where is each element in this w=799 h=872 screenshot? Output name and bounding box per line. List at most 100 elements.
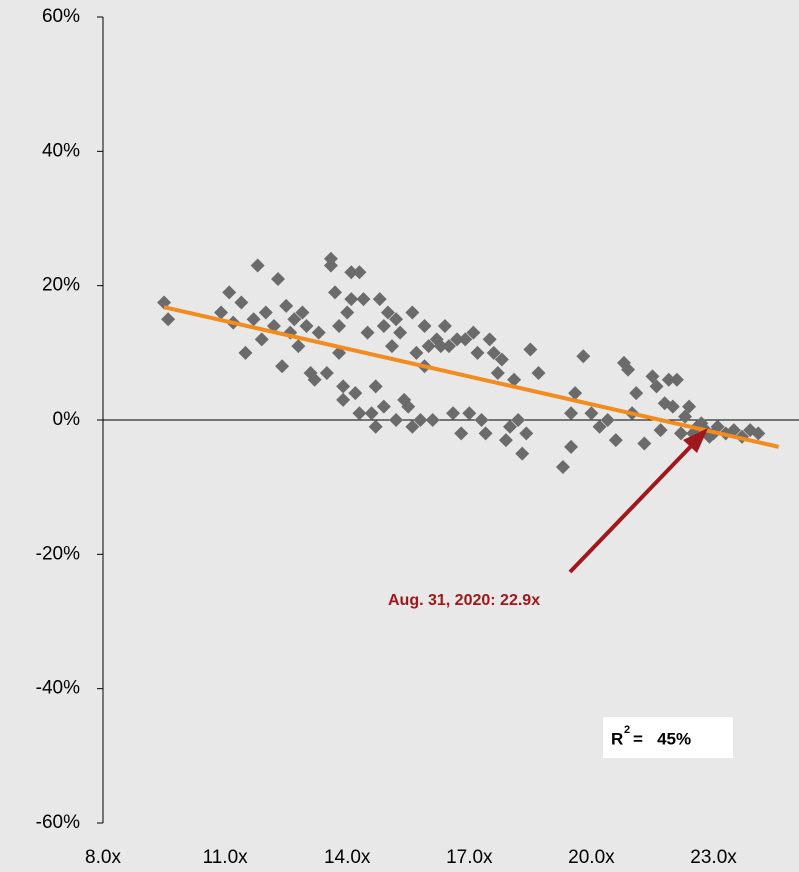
point: [328, 285, 342, 300]
point: [364, 406, 379, 421]
point: [637, 436, 652, 451]
point: [356, 292, 371, 307]
point: [482, 332, 497, 347]
point: [389, 413, 404, 427]
point: [421, 339, 436, 354]
point: [682, 399, 697, 414]
point: [344, 265, 359, 280]
r2-symbol: R: [611, 729, 623, 748]
point: [250, 258, 265, 273]
point: [564, 439, 579, 454]
point: [405, 305, 420, 320]
point: [336, 379, 351, 394]
point: [238, 345, 253, 360]
point: [507, 372, 522, 387]
point: [600, 413, 615, 427]
point: [393, 325, 408, 340]
point: [564, 406, 579, 421]
point: [458, 332, 473, 347]
point: [401, 399, 416, 414]
point: [389, 312, 404, 327]
point: [368, 379, 383, 394]
x-tick-label: 20.0x: [568, 847, 615, 868]
point: [751, 426, 766, 441]
point: [336, 392, 351, 407]
point: [413, 413, 428, 427]
point: [441, 339, 456, 354]
point: [568, 386, 583, 401]
point: [498, 433, 513, 448]
y-tick-label: -60%: [36, 812, 80, 833]
point: [592, 419, 607, 434]
point: [462, 406, 477, 421]
point: [425, 413, 440, 427]
point: [340, 305, 355, 320]
point: [531, 365, 546, 380]
y-tick-label: 20%: [42, 275, 80, 296]
trendline: [163, 305, 780, 449]
point: [372, 292, 387, 307]
point: [678, 409, 693, 424]
point: [311, 325, 326, 340]
point: [466, 325, 481, 340]
y-tick-label: 0%: [53, 409, 81, 430]
point: [673, 426, 688, 441]
r2-superscript: 2: [624, 724, 630, 736]
point: [409, 345, 424, 360]
point: [519, 426, 534, 441]
r2-text: = 45%: [633, 729, 691, 748]
point: [352, 265, 367, 280]
point: [254, 332, 269, 347]
point: [629, 386, 644, 401]
x-tick-label: 23.0x: [690, 847, 737, 868]
point: [234, 295, 249, 310]
point: [380, 305, 395, 320]
point: [258, 305, 273, 320]
point: [726, 423, 741, 438]
x-tick-label: 14.0x: [324, 847, 371, 868]
point: [515, 446, 530, 461]
point: [275, 359, 290, 374]
point: [576, 349, 591, 364]
point: [555, 460, 570, 475]
point: [454, 426, 469, 441]
annotation: Aug. 31, 2020: 22.9x: [388, 592, 540, 609]
point: [384, 339, 399, 354]
point: [661, 372, 676, 387]
arrow-head: [683, 428, 708, 453]
point: [649, 379, 664, 394]
y-tick-label: -20%: [36, 543, 80, 564]
y-tick-label: -40%: [36, 678, 80, 699]
point: [653, 423, 668, 438]
point: [222, 285, 237, 300]
x-tick-label: 11.0x: [203, 847, 249, 868]
point: [669, 372, 684, 387]
point: [437, 318, 452, 333]
point: [376, 318, 391, 333]
point: [295, 305, 310, 320]
point: [494, 352, 509, 367]
point: [271, 271, 286, 286]
point: [319, 365, 334, 380]
point: [279, 298, 294, 313]
point: [246, 312, 261, 327]
point: [608, 433, 623, 448]
point: [490, 365, 505, 380]
point: [352, 406, 367, 421]
point: [584, 406, 599, 421]
point: [214, 305, 229, 320]
point: [511, 413, 526, 427]
r2-box: [603, 717, 733, 758]
point: [332, 318, 347, 333]
point: [368, 419, 383, 434]
point: [486, 345, 501, 360]
x-tick-label: 17.0x: [446, 847, 493, 868]
point: [450, 332, 465, 347]
point: [344, 292, 359, 307]
point: [503, 419, 518, 434]
arrow-shaft: [568, 441, 696, 574]
point: [376, 399, 391, 414]
y-tick-label: 60%: [42, 6, 80, 27]
point: [360, 325, 375, 340]
point: [287, 312, 302, 327]
